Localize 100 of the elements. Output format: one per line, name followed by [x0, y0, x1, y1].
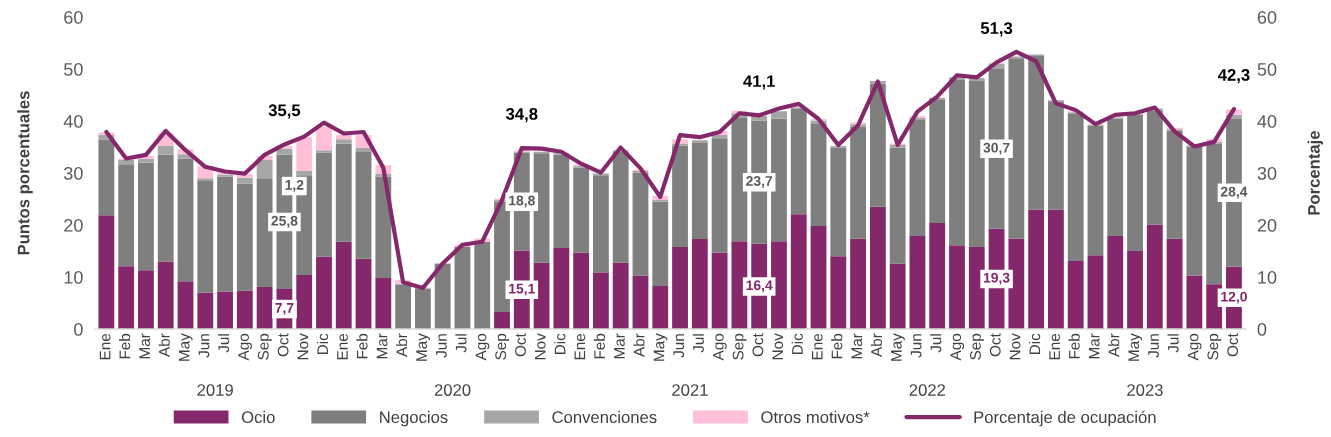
x-tick-label: Dic	[554, 333, 566, 355]
x-tick-label: Feb	[593, 333, 606, 359]
y-tick-label: 50	[64, 62, 83, 76]
x-tick-label: Jun	[198, 334, 210, 358]
x-tick-label: Oct	[1227, 333, 1239, 357]
data-label: 23,7	[746, 176, 773, 188]
y-tick-label: 20	[64, 218, 83, 232]
data-label: 1,2	[285, 179, 304, 192]
y2-tick-label: 0	[1257, 323, 1267, 336]
text: 2020	[434, 384, 471, 396]
x-tick-label: Mar	[139, 333, 151, 359]
x-tick-label: Jun	[436, 334, 447, 358]
x-tick-label: Ene	[337, 333, 348, 360]
x-tick-label: Nov	[772, 333, 784, 360]
text: 2022	[909, 384, 946, 396]
x-tick-label: Sep	[970, 333, 984, 360]
x-tick-label: Sep	[1207, 333, 1222, 360]
y-tick-label: 0	[74, 323, 83, 336]
x-tick-label: Jun	[910, 334, 922, 358]
x-tick-label: Jun	[1148, 334, 1159, 358]
x-tick-label: May	[653, 333, 668, 361]
y2-tick-label: 20	[1257, 218, 1277, 232]
x-tick-label: Ene	[811, 333, 823, 360]
x-tick-label: May	[178, 333, 193, 361]
x-tick-label: Oct	[752, 333, 764, 357]
data-label: 12,0	[1221, 291, 1247, 304]
text: 2023	[1127, 384, 1163, 396]
y2-tick-label: 50	[1257, 62, 1277, 76]
x-tick-label: Sep	[732, 333, 747, 360]
x-tick-label: Mar	[1088, 333, 1100, 359]
y-tick-label: 60	[64, 10, 83, 24]
x-tick-label: Abr	[633, 333, 645, 357]
legend-label: Ocio	[241, 410, 275, 424]
x-tick-label: Jun	[673, 334, 685, 358]
x-tick-label: Ago	[238, 333, 252, 361]
x-tick-label: Oct	[989, 333, 1001, 357]
y2-tick-label: 40	[1257, 114, 1277, 128]
x-tick-label: Nov	[535, 333, 546, 360]
x-tick-label: Jul	[692, 334, 704, 353]
data-label: 28,4	[1220, 186, 1248, 199]
legend-label: Porcentaje de ocupación	[974, 410, 1156, 427]
x-tick-label: Ene	[574, 333, 586, 360]
y2-axis-title: Porcentaje	[1307, 131, 1324, 215]
data-label: 30,7	[983, 142, 1010, 155]
legend-label: Convenciones	[552, 410, 657, 424]
x-tick-label: May	[1128, 333, 1143, 361]
x-tick-label: Mar	[851, 333, 863, 359]
data-label: 25,8	[271, 215, 298, 228]
x-tick-label: Feb	[1068, 333, 1080, 359]
x-tick-label: Ago	[1187, 333, 1202, 361]
x-tick-label: Ago	[475, 333, 490, 361]
x-tick-label: Sep	[495, 333, 510, 360]
x-tick-label: Ene	[99, 333, 111, 360]
x-tick-label: Ago	[950, 333, 965, 361]
x-tick-label: Abr	[1108, 333, 1120, 357]
data-label: 35,5	[268, 104, 301, 119]
y-tick-label: 40	[63, 114, 83, 128]
x-tick-label: Dic	[791, 333, 803, 355]
data-label: 19,3	[983, 272, 1010, 285]
text: 2019	[197, 384, 233, 396]
x-tick-label: Ago	[713, 333, 727, 361]
x-tick-label: Oct	[277, 333, 289, 357]
data-label: 34,8	[505, 107, 538, 123]
data-label: 15,1	[509, 283, 535, 296]
x-tick-label: Abr	[395, 333, 408, 357]
text: 2021	[672, 384, 708, 396]
y2-tick-label: 10	[1258, 270, 1277, 284]
y2-tick-label: 60	[1257, 10, 1277, 24]
x-tick-label: Dic	[316, 333, 329, 355]
x-tick-label: Abr	[870, 333, 882, 357]
x-tick-label: Jul	[930, 334, 942, 353]
y-tick-label: 30	[64, 166, 83, 180]
x-tick-label: Oct	[515, 333, 526, 357]
data-label: 16,4	[746, 280, 773, 293]
data-label: 41,1	[743, 75, 775, 90]
y-tick-label: 10	[64, 270, 83, 284]
x-tick-label: May	[416, 333, 430, 361]
x-tick-label: Feb	[356, 333, 368, 359]
y-axis-title: Puntos porcentuales	[17, 91, 33, 255]
x-tick-label: May	[891, 333, 905, 361]
x-tick-label: Ene	[1049, 333, 1061, 360]
legend-label: Negocios	[380, 410, 448, 427]
x-tick-label: Jul	[1167, 334, 1179, 353]
x-tick-label: Feb	[831, 333, 843, 359]
data-label: 51,3	[980, 22, 1013, 37]
x-tick-label: Jul	[455, 334, 467, 353]
data-label: 18,8	[509, 195, 535, 208]
legend-label: Otros motivos*	[761, 410, 870, 424]
x-tick-label: Feb	[119, 333, 131, 359]
data-label: 7,7	[275, 303, 294, 315]
x-tick-label: Abr	[158, 333, 170, 357]
x-tick-label: Nov	[297, 333, 309, 360]
x-tick-label: Jul	[217, 334, 230, 353]
y2-tick-label: 30	[1257, 166, 1277, 180]
x-tick-label: Nov	[1009, 333, 1021, 360]
x-tick-label: Mar	[614, 333, 625, 359]
x-tick-label: Sep	[257, 333, 272, 360]
x-tick-label: Mar	[376, 333, 388, 359]
data-label: 42,3	[1217, 68, 1250, 84]
x-tick-label: Dic	[1029, 333, 1041, 355]
